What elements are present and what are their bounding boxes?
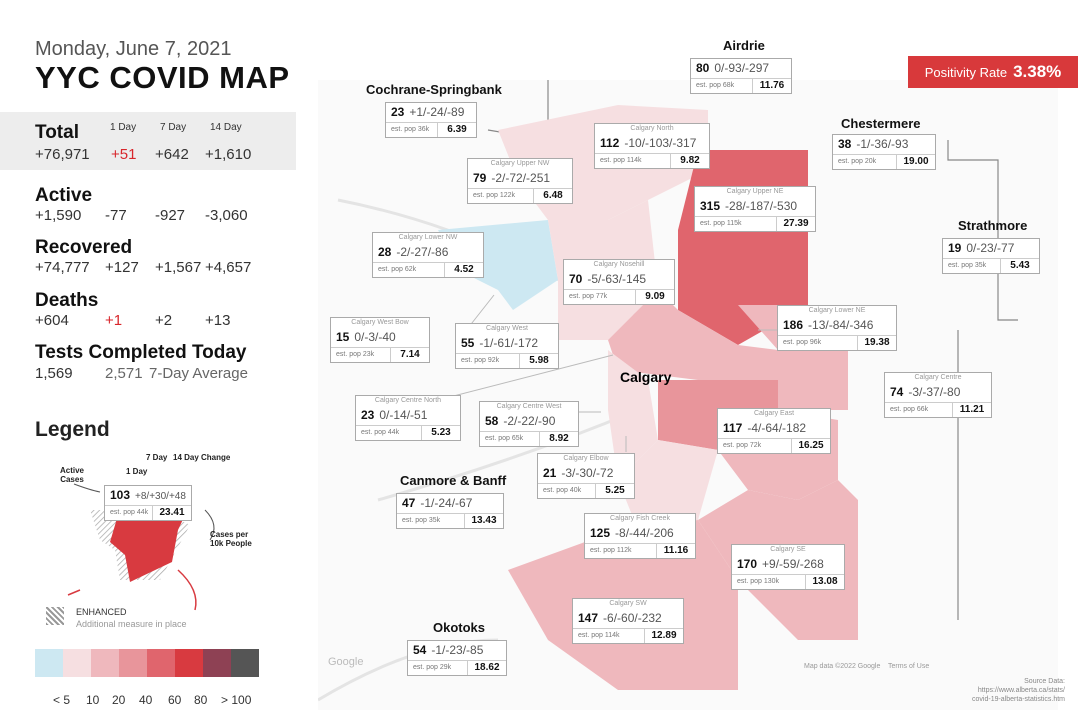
tests-label: Tests Completed Today — [35, 342, 247, 363]
ramp-label: 10 — [86, 693, 100, 707]
strathmore-title: Strathmore — [958, 218, 1028, 233]
calgary-upper-ne-label: Calgary Upper NE 315 -28/-187/-530 est. p… — [694, 186, 816, 232]
col-1day: 1 Day — [110, 122, 137, 133]
ramp-swatch — [147, 649, 175, 677]
calgary-centre-north-label: Calgary Centre North 23 0/-14/-51 est. po… — [355, 395, 461, 441]
ramp-label: 40 — [139, 693, 153, 707]
deaths-1day: +1 — [105, 312, 123, 329]
calgary-upper-nw-label: Calgary Upper NW 79 -2/-72/-251 est. pop … — [467, 158, 573, 204]
recovered-7day: +1,567 — [155, 259, 202, 276]
ramp-swatch — [231, 649, 259, 677]
positivity-rate-badge: Positivity Rate 3.38% — [908, 56, 1078, 88]
cochrane-title: Cochrane-Springbank — [366, 82, 502, 97]
total-label: Total — [35, 122, 79, 143]
recovered-14day: +4,657 — [205, 259, 252, 276]
airdrie-label: 80 0/-93/-297 est. pop 68k 11.76 — [690, 58, 792, 94]
total-value: +76,971 — [35, 146, 90, 163]
ramp-label: 20 — [112, 693, 126, 707]
recovered-value: +74,777 — [35, 259, 90, 276]
ramp-swatch — [35, 649, 63, 677]
positivity-label: Positivity Rate — [924, 64, 1008, 80]
color-ramp — [35, 649, 259, 677]
deaths-label: Deaths — [35, 290, 99, 311]
deaths-value: +604 — [35, 312, 69, 329]
legend-1day-label: 1 Day — [126, 467, 148, 476]
calgary-lower-nw-label: Calgary Lower NW 28 -2/-27/-86 est. pop 6… — [372, 232, 484, 278]
date: Monday, June 7, 2021 — [35, 38, 232, 60]
legend-14day-label: 14 Day Change — [173, 453, 231, 462]
total-7day: +642 — [155, 146, 189, 163]
active-14day: -3,060 — [205, 207, 248, 224]
legend-7day-label: 7 Day — [146, 453, 168, 462]
col-7day: 7 Day — [160, 122, 187, 133]
calgary-se-label: Calgary SE 170 +9/-59/-268 est. pop 130k 1… — [731, 544, 845, 590]
legend-illustration — [67, 483, 215, 611]
active-1day: -77 — [105, 207, 127, 224]
calgary-west-label: Calgary West 55 -1/-61/-172 est. pop 92k 5… — [455, 323, 559, 369]
tests-avg-label: 7-Day Average — [149, 365, 248, 382]
enhanced-swatch — [46, 607, 64, 625]
deaths-14day: +13 — [205, 312, 231, 329]
calgary-fish-creek-label: Calgary Fish Creek 125 -8/-44/-206 est. p… — [584, 513, 696, 559]
ramp-swatch — [119, 649, 147, 677]
page-title: YYC COVID MAP — [35, 60, 290, 95]
recovered-1day: +127 — [105, 259, 139, 276]
legend-per10k-label: Cases per 10k People — [210, 530, 252, 548]
chestermere-title: Chestermere — [841, 116, 921, 131]
ramp-label: < 5 — [53, 693, 71, 707]
okotoks-label: 54 -1/-23/-85 est. pop 29k 18.62 — [407, 640, 507, 676]
tests-avg: 2,571 — [105, 365, 143, 382]
canmore-label: 47 -1/-24/-67 est. pop 35k 13.43 — [396, 493, 504, 529]
active-7day: -927 — [155, 207, 186, 224]
total-stat: Total 1 Day 7 Day 14 Day +76,971 +51 +64… — [0, 112, 296, 170]
source-title: Source Data: — [1024, 678, 1065, 685]
google-logo: Google — [328, 656, 363, 668]
tests-value: 1,569 — [35, 365, 73, 382]
enhanced-desc: Additional measure in place — [76, 619, 187, 629]
ramp-label: 80 — [194, 693, 208, 707]
calgary-centre-label: Calgary Centre 74 -3/-37/-80 est. pop 66k… — [884, 372, 992, 418]
ramp-labels: < 5 10 20 40 60 80 > 100 — [35, 693, 265, 709]
total-1day: +51 — [111, 146, 137, 163]
okotoks-title: Okotoks — [433, 620, 486, 635]
ramp-label: > 100 — [221, 693, 252, 707]
col-14day: 14 Day — [210, 122, 242, 133]
ramp-swatch — [203, 649, 231, 677]
active-label: Active — [35, 185, 93, 206]
legend-title: Legend — [35, 418, 110, 441]
recovered-label: Recovered — [35, 237, 133, 258]
calgary-north-label: Calgary North 112 -10/-103/-317 est. pop … — [594, 123, 710, 169]
canmore-title: Canmore & Banff — [400, 473, 507, 488]
calgary-east-label: Calgary East 117 -4/-64/-182 est. pop 72k… — [717, 408, 831, 454]
map-data-credit: Map data ©2022 Google — [804, 662, 880, 670]
strathmore-label: 19 0/-23/-77 est. pop 35k 5.43 — [942, 238, 1040, 274]
enhanced-title: ENHANCED — [76, 607, 127, 617]
calgary-lower-ne-label: Calgary Lower NE 186 -13/-84/-346 est. po… — [777, 305, 897, 351]
city-label: Calgary — [620, 369, 672, 385]
calgary-centre-west-label: Calgary Centre West 58 -2/-22/-90 est. po… — [479, 401, 579, 447]
airdrie-title: Airdrie — [723, 38, 765, 53]
positivity-value: 3.38% — [1013, 62, 1062, 81]
calgary-elbow-label: Calgary Elbow 21 -3/-30/-72 est. pop 40k 5… — [537, 453, 635, 499]
source-data: Source Data: https://www.alberta.ca/stat… — [935, 677, 1065, 704]
total-14day: +1,610 — [205, 146, 252, 163]
ramp-swatch — [91, 649, 119, 677]
source-link-2[interactable]: covid-19-alberta-statistics.htm — [972, 696, 1065, 703]
legend-sample-label: 103 +8/+30/+48 est. pop 44k 23.41 — [104, 485, 192, 521]
legend-active-label: Active Cases — [59, 466, 84, 484]
calgary-nosehill-label: Calgary Nosehill 70 -5/-63/-145 est. pop … — [563, 259, 675, 305]
active-value: +1,590 — [35, 207, 82, 224]
calgary-west-bow-label: Calgary West Bow 15 0/-3/-40 est. pop 23k… — [330, 317, 430, 363]
terms-link[interactable]: Terms of Use — [888, 663, 929, 670]
chestermere-label: 38 -1/-36/-93 est. pop 20k 19.00 — [832, 134, 936, 170]
deaths-7day: +2 — [155, 312, 173, 329]
calgary-sw-label: Calgary SW 147 -6/-60/-232 est. pop 114k 1… — [572, 598, 684, 644]
ramp-swatch — [63, 649, 91, 677]
source-link-1[interactable]: https://www.alberta.ca/stats/ — [977, 687, 1065, 694]
cochrane-label: 23 +1/-24/-89 est. pop 36k 6.39 — [385, 102, 477, 138]
ramp-swatch — [175, 649, 203, 677]
ramp-label: 60 — [168, 693, 182, 707]
